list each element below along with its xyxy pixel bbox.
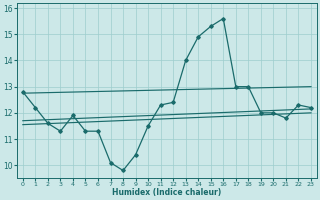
- X-axis label: Humidex (Indice chaleur): Humidex (Indice chaleur): [112, 188, 221, 197]
